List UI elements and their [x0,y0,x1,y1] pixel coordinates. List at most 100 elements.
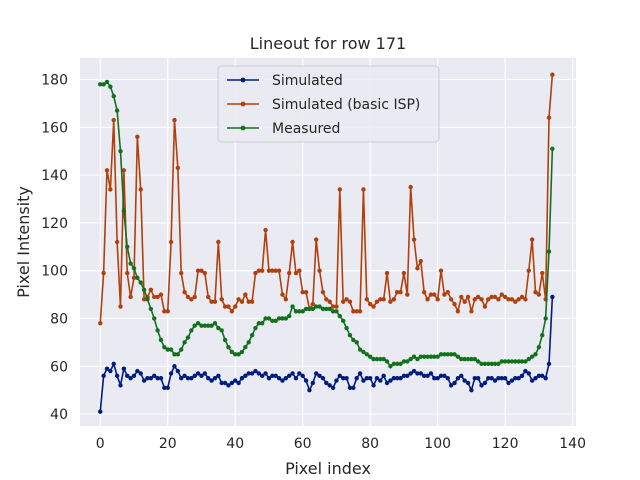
data-point [192,323,197,328]
data-point [540,270,545,276]
data-point [364,297,369,302]
data-point [239,376,245,381]
data-point [492,361,498,367]
data-point [317,373,322,379]
data-point [239,299,245,304]
x-tick-label: 40 [226,436,244,452]
data-point [276,268,282,273]
data-point [118,148,123,154]
y-tick-label: 40 [50,407,68,423]
data-point [442,352,447,357]
legend-item: Simulated [227,73,343,89]
data-point [421,289,427,295]
data-point [482,304,488,309]
data-point [189,328,194,333]
data-point [111,117,116,123]
data-point [195,268,201,273]
data-point [131,266,137,271]
data-point [114,108,120,113]
data-point [266,316,272,321]
data-point [438,373,444,379]
data-point [108,84,113,89]
data-point [233,304,238,309]
data-point [475,376,481,381]
data-point [432,292,437,297]
data-point [533,376,538,381]
data-point [266,376,272,381]
data-point [509,359,515,364]
data-point [158,292,164,297]
data-point [273,318,278,324]
data-point [253,325,258,331]
data-point [185,376,191,381]
legend-box [217,65,440,143]
data-point [462,356,467,362]
data-point [243,344,248,350]
data-point [496,297,501,302]
data-point [219,328,224,333]
data-point [526,371,531,376]
data-point [287,313,292,319]
data-point [263,227,268,233]
data-point [384,359,390,364]
data-point [182,340,187,345]
data-point [367,376,373,381]
data-point [351,309,356,314]
legend-marker [240,101,246,107]
data-point [300,373,305,379]
data-point [270,268,275,273]
data-point [546,361,552,367]
data-point [445,376,450,381]
data-point [138,371,143,376]
data-point [236,380,241,386]
data-point [459,356,464,362]
y-tick-label: 100 [41,264,68,280]
data-point [249,371,255,376]
data-point [354,309,359,314]
data-point [283,297,289,302]
data-point [168,371,174,376]
data-point [182,373,187,379]
data-point [347,332,353,338]
data-point [195,321,201,326]
data-point [361,349,366,355]
data-point [287,270,292,276]
data-point [344,376,349,381]
data-point [202,371,208,376]
data-point [168,347,174,352]
data-point [492,378,498,383]
data-point [475,359,481,364]
data-point [297,309,302,314]
data-point [357,371,363,376]
data-point [462,299,467,304]
data-point [290,304,295,309]
data-point [442,292,447,297]
data-point [256,321,262,326]
data-point [435,297,440,302]
legend-label: Simulated [272,73,343,89]
data-point [125,373,130,379]
data-point [307,306,312,312]
data-point [249,299,255,304]
data-point [175,368,181,374]
data-point [293,309,299,314]
data-point [118,304,123,309]
data-point [290,371,295,376]
data-point [270,318,275,324]
data-point [128,294,133,300]
data-point [330,309,336,314]
data-point [189,376,194,381]
data-point [300,309,305,314]
data-point [202,323,208,328]
data-point [209,299,214,304]
data-point [506,297,511,302]
data-point [155,328,160,333]
data-point [364,352,369,357]
data-point [489,376,494,381]
data-point [313,237,319,242]
data-point [128,261,133,266]
data-point [438,268,444,273]
data-point [303,306,309,312]
data-point [152,316,157,321]
data-point [516,376,521,381]
